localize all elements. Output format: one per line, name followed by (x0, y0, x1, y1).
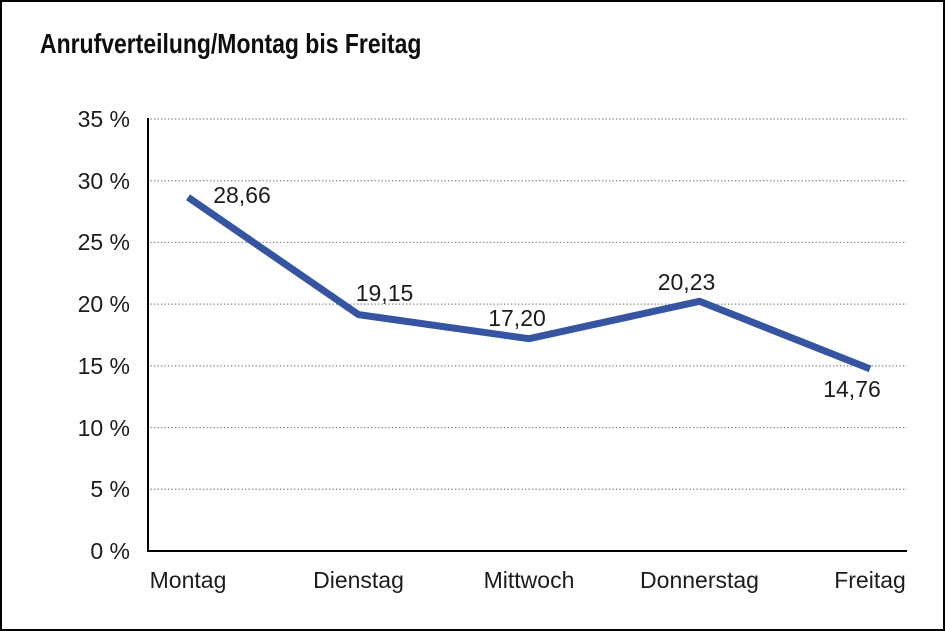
y-tick-label: 20 % (77, 291, 130, 318)
x-tick-label-montag: Montag (149, 567, 227, 593)
y-tick-label: 15 % (77, 352, 130, 379)
y-tick-label: 30 % (77, 167, 130, 194)
y-tick-label: 10 % (77, 414, 130, 441)
x-tick-label-freitag: Freitag (834, 567, 906, 593)
y-tick-label: 25 % (77, 229, 130, 256)
x-tick-label-dienstag: Dienstag (313, 567, 404, 593)
data-label-mittwoch: 17,20 (488, 304, 546, 331)
data-label-donnerstag: 20,23 (657, 269, 716, 296)
y-tick-label: 5 % (90, 476, 130, 503)
x-tick-label-mittwoch: Mittwoch (483, 567, 575, 593)
y-tick-label: 0 % (90, 538, 130, 564)
chart-title: Anrufverteilung/Montag bis Freitag (40, 28, 422, 59)
y-tick-label: 35 % (77, 106, 130, 132)
data-label-dienstag: 19,15 (355, 279, 414, 306)
x-tick-label-donnerstag: Donnerstag (640, 567, 759, 593)
data-label-freitag: 14,76 (823, 375, 881, 402)
data-label-montag: 28,66 (213, 182, 271, 209)
